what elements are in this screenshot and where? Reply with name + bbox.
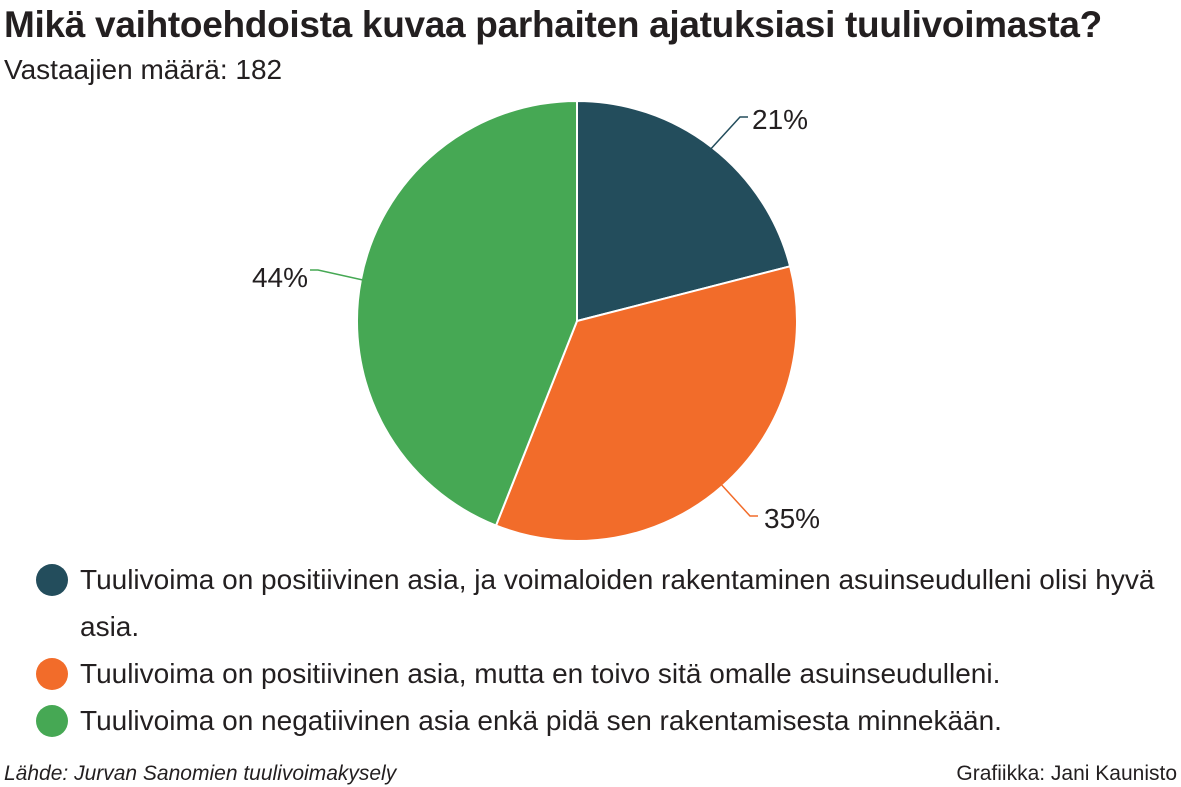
slice-label: 21%: [752, 104, 808, 135]
leader-line: [707, 116, 748, 153]
leader-line: [310, 269, 367, 282]
legend-label: Tuulivoima on negatiivinen asia enkä pid…: [80, 705, 1002, 736]
legend-swatch: [36, 564, 68, 596]
chart-title: Mikä vaihtoehdoista kuvaa parhaiten ajat…: [4, 4, 1102, 45]
legend-swatch: [36, 658, 68, 690]
graphics-credit: Grafiikka: Jani Kaunisto: [956, 762, 1177, 785]
legend-label: Tuulivoima on positiivinen asia, mutta e…: [80, 658, 1001, 689]
legend: Tuulivoima on positiivinen asia, ja voim…: [36, 556, 1156, 744]
legend-item-negative: Tuulivoima on negatiivinen asia enkä pid…: [36, 697, 1156, 744]
leader-lines: [310, 116, 758, 517]
slice-labels: 21% 35% 44%: [252, 104, 820, 534]
slice-label: 44%: [252, 262, 308, 293]
legend-item-positive-local: Tuulivoima on positiivinen asia, ja voim…: [36, 556, 1156, 650]
pie-slices: [356, 100, 798, 542]
legend-label: Tuulivoima on positiivinen asia, ja voim…: [80, 564, 1155, 642]
legend-swatch: [36, 705, 68, 737]
leader-line: [717, 481, 758, 517]
source-note: Lähde: Jurvan Sanomien tuulivoimakysely: [4, 762, 397, 785]
slice-label: 35%: [764, 503, 820, 534]
legend-item-positive-not-local: Tuulivoima on positiivinen asia, mutta e…: [36, 650, 1156, 697]
pie-chart: 21% 35% 44%: [252, 100, 820, 542]
chart-subtitle: Vastaajien määrä: 182: [4, 54, 283, 85]
